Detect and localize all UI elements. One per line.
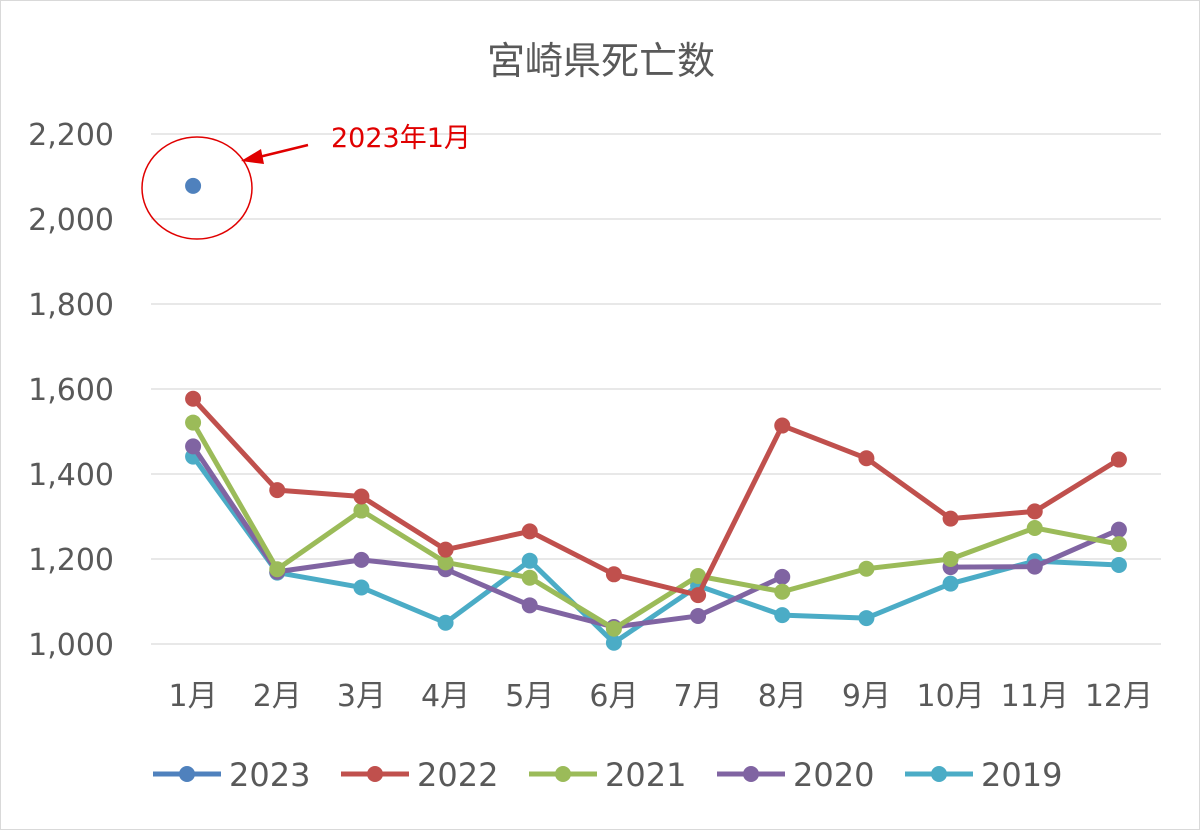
data-point-2020 bbox=[1110, 521, 1127, 538]
gridlines bbox=[151, 133, 1161, 645]
x-axis-ticks: 1月 2月 3月 4月 5月 6月 7月 8月 9月 10月 11月 12月 bbox=[169, 679, 1153, 714]
y-tick-label: 2,000 bbox=[28, 203, 114, 238]
legend-label: 2019 bbox=[981, 756, 1062, 794]
x-tick-label: 9月 bbox=[842, 679, 891, 714]
x-tick-label: 4月 bbox=[421, 679, 470, 714]
data-point-2021 bbox=[774, 583, 791, 600]
data-point-2022 bbox=[353, 488, 370, 505]
series-2022 bbox=[185, 390, 1127, 604]
annotation-arrow-line bbox=[258, 143, 309, 159]
data-point-2021 bbox=[858, 560, 875, 577]
data-point-2020 bbox=[774, 568, 791, 585]
data-point-2019 bbox=[774, 607, 791, 624]
data-point-2019 bbox=[605, 634, 622, 651]
legend-swatch-marker bbox=[179, 766, 195, 782]
y-tick-label: 1,200 bbox=[28, 543, 114, 578]
data-point-2021 bbox=[353, 502, 370, 519]
x-tick-label: 1月 bbox=[169, 679, 218, 714]
x-tick-label: 2月 bbox=[253, 679, 302, 714]
y-tick-label: 2,200 bbox=[28, 118, 114, 153]
data-point-2023 bbox=[185, 177, 202, 194]
data-point-2022 bbox=[521, 523, 538, 540]
series-line-2020 bbox=[190, 443, 785, 630]
series-layer bbox=[185, 177, 1127, 651]
data-point-2021 bbox=[1110, 536, 1127, 553]
annotation: 2023年1月 bbox=[141, 123, 471, 240]
legend-item-2021: 2021 bbox=[529, 756, 686, 794]
data-point-2020 bbox=[1026, 558, 1043, 575]
y-tick-label: 1,400 bbox=[28, 458, 114, 493]
data-point-2022 bbox=[774, 417, 791, 434]
data-point-2020 bbox=[353, 551, 370, 568]
data-point-2022 bbox=[605, 566, 622, 583]
legend-item-2019: 2019 bbox=[905, 756, 1062, 794]
data-point-2021 bbox=[269, 561, 286, 578]
data-point-2019 bbox=[353, 579, 370, 596]
legend-swatch-marker bbox=[555, 766, 571, 782]
data-point-2022 bbox=[942, 510, 959, 527]
data-point-2019 bbox=[521, 552, 538, 569]
x-tick-label: 5月 bbox=[505, 679, 554, 714]
data-point-2019 bbox=[942, 575, 959, 592]
data-point-2020 bbox=[185, 438, 202, 455]
legend-item-2022: 2022 bbox=[341, 756, 498, 794]
annotation-label: 2023年1月 bbox=[331, 123, 471, 154]
legend-item-2023: 2023 bbox=[153, 756, 310, 794]
series-line-2022 bbox=[190, 396, 1122, 598]
legend-swatch-marker bbox=[931, 766, 947, 782]
legend-swatch-marker bbox=[367, 766, 383, 782]
data-point-2020 bbox=[521, 597, 538, 614]
series-line-2019 bbox=[190, 454, 1122, 646]
data-point-2022 bbox=[185, 390, 202, 407]
legend-label: 2023 bbox=[229, 756, 310, 794]
annotation-arrowhead bbox=[241, 149, 264, 164]
y-axis-ticks: 1,000 1,200 1,400 1,600 1,800 2,000 2,200 bbox=[28, 118, 114, 663]
data-point-2021 bbox=[437, 554, 454, 571]
legend-label: 2021 bbox=[605, 756, 686, 794]
data-point-2021 bbox=[605, 620, 622, 637]
data-point-2022 bbox=[690, 587, 707, 604]
annotation-circle bbox=[141, 136, 253, 240]
data-point-2022 bbox=[1026, 503, 1043, 520]
x-tick-label: 12月 bbox=[1085, 679, 1153, 714]
x-tick-label: 8月 bbox=[758, 679, 807, 714]
data-point-2021 bbox=[690, 568, 707, 584]
data-point-2022 bbox=[437, 541, 454, 558]
data-point-2021 bbox=[521, 569, 538, 586]
y-tick-label: 1,600 bbox=[28, 373, 114, 408]
data-point-2020 bbox=[690, 607, 707, 624]
x-tick-label: 3月 bbox=[337, 679, 386, 714]
x-tick-label: 6月 bbox=[589, 679, 638, 714]
legend: 2023 2022 2021 2020 2019 bbox=[153, 756, 1062, 794]
data-point-2019 bbox=[437, 614, 454, 631]
data-point-2022 bbox=[269, 482, 286, 499]
y-tick-label: 1,000 bbox=[28, 628, 114, 663]
legend-label: 2022 bbox=[417, 756, 498, 794]
data-point-2022 bbox=[858, 450, 875, 467]
chart-title: 宮崎県死亡数 bbox=[487, 39, 715, 83]
data-point-2021 bbox=[185, 414, 202, 431]
x-tick-label: 10月 bbox=[916, 679, 984, 714]
series-line-2021 bbox=[190, 420, 1122, 632]
series-2021 bbox=[185, 414, 1127, 637]
series-2023 bbox=[185, 177, 202, 194]
legend-swatch-marker bbox=[743, 766, 759, 782]
x-tick-label: 7月 bbox=[674, 679, 723, 714]
y-tick-label: 1,800 bbox=[28, 288, 114, 323]
data-point-2022 bbox=[1110, 451, 1127, 468]
x-tick-label: 11月 bbox=[1001, 679, 1069, 714]
legend-label: 2020 bbox=[793, 756, 874, 794]
legend-item-2020: 2020 bbox=[717, 756, 874, 794]
data-point-2021 bbox=[942, 551, 959, 567]
data-point-2019 bbox=[1110, 556, 1127, 573]
data-point-2019 bbox=[858, 610, 875, 627]
data-point-2021 bbox=[1026, 519, 1043, 536]
